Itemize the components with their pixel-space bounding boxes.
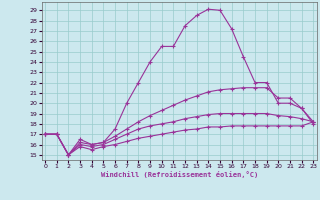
X-axis label: Windchill (Refroidissement éolien,°C): Windchill (Refroidissement éolien,°C) bbox=[100, 171, 258, 178]
